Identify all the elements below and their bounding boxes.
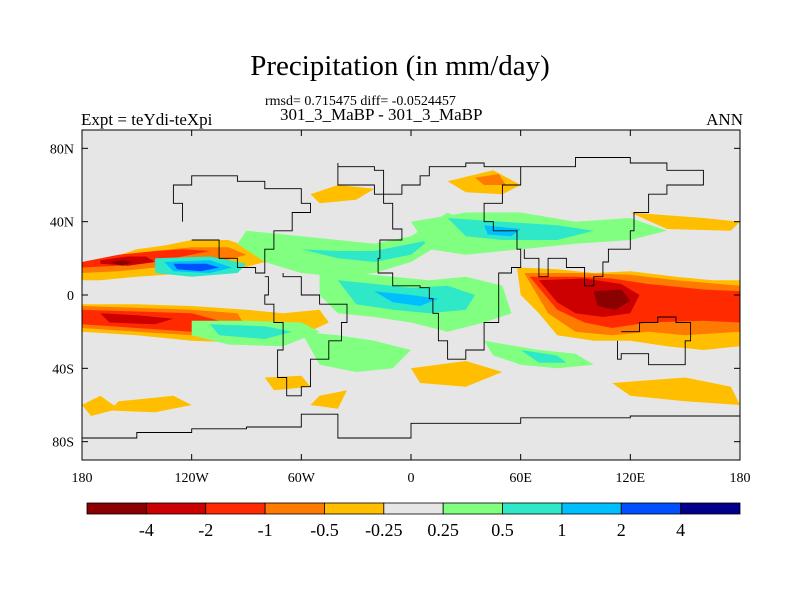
contour-region-26: [374, 291, 439, 306]
contour-region-38: [630, 212, 740, 231]
y-tick-label: 0: [67, 289, 74, 304]
colorbar-label: 0.5: [491, 520, 514, 540]
x-tick-label: 60W: [288, 471, 316, 486]
contour-region-19: [237, 212, 466, 277]
x-tick-label: 60E: [509, 471, 532, 486]
contour-region-39: [82, 395, 119, 416]
coastline-0: [337, 162, 522, 360]
colorbar: -4 -2 -1 -0.5 -0.25 0.25 0.5 1 2 4: [86, 502, 741, 540]
colorbar-swatch-2: [205, 502, 266, 515]
contour-region-18: [209, 324, 293, 339]
contour-region-4: [109, 260, 134, 266]
x-tick-label: 120W: [175, 471, 210, 486]
contour-region-3: [100, 256, 156, 266]
y-tick-label: 40N: [50, 216, 74, 231]
y-tick-label: 80N: [50, 142, 74, 157]
colorbar-swatch-0: [86, 502, 147, 515]
chart-subtitle-left: Expt = teYdi-teXpi: [81, 110, 213, 129]
x-tick-label: 120E: [616, 471, 646, 486]
colorbar-label: 0.25: [427, 520, 459, 540]
colorbar-label: -4: [139, 520, 154, 540]
colorbar-label: 1: [557, 520, 566, 540]
contour-region-20: [301, 240, 430, 262]
coastlines: [82, 157, 740, 439]
y-tick-label: 40S: [52, 362, 74, 377]
contour-region-13: [593, 289, 631, 310]
colorbar-label: -0.25: [365, 520, 403, 540]
contour-region-31: [264, 375, 311, 391]
colorbar-swatch-9: [620, 502, 682, 515]
contour-region-16: [173, 263, 220, 272]
coastline-2: [264, 273, 348, 397]
coastline-3: [172, 175, 311, 274]
contour-region-33: [411, 361, 503, 387]
colorbar-swatch-1: [145, 502, 207, 515]
colorbar-swatch-3: [264, 502, 325, 515]
contour-region-37: [475, 174, 506, 185]
chart-stats: rmsd= 0.715475 diff= -0.0524457: [265, 94, 456, 109]
colorbar-swatch-8: [561, 502, 622, 515]
chart-title: Precipitation (in mm/day): [250, 50, 550, 82]
contour-region-34: [612, 377, 740, 405]
colorbar-swatch-6: [442, 502, 503, 515]
colorbar-swatch-10: [680, 502, 741, 515]
colorbar-label: -1: [258, 520, 273, 540]
y-tick-label: 80S: [52, 436, 74, 451]
contour-region-30: [109, 395, 192, 413]
coastline-4: [617, 316, 692, 366]
chart-subtitle-right: ANN: [706, 110, 743, 129]
contour-region-35: [310, 185, 375, 204]
colorbar-label: 4: [676, 520, 685, 540]
colorbar-label: -0.5: [310, 520, 339, 540]
colorbar-label: -2: [198, 520, 213, 540]
contour-region-29: [520, 350, 567, 363]
x-tick-label: 0: [408, 471, 415, 486]
coastline-5: [82, 413, 740, 439]
contour-region-32: [310, 390, 347, 409]
axes: 180 120W 60W 0 60E 120E 180 80N 40N 0 40S 80S: [50, 130, 751, 486]
contour-region-8: [100, 313, 174, 325]
coastline-1: [520, 157, 704, 287]
colorbar-swatch-7: [502, 502, 563, 515]
chart-subtitle-center: 301_3_MaBP - 301_3_MaBP: [280, 105, 483, 124]
colorbar-swatch-4: [324, 502, 385, 515]
colorbar-swatch-5: [383, 502, 444, 515]
contour-regions: [82, 170, 740, 416]
x-tick-label: 180: [730, 471, 751, 486]
x-tick-label: 180: [72, 471, 93, 486]
colorbar-label: 2: [617, 520, 626, 540]
